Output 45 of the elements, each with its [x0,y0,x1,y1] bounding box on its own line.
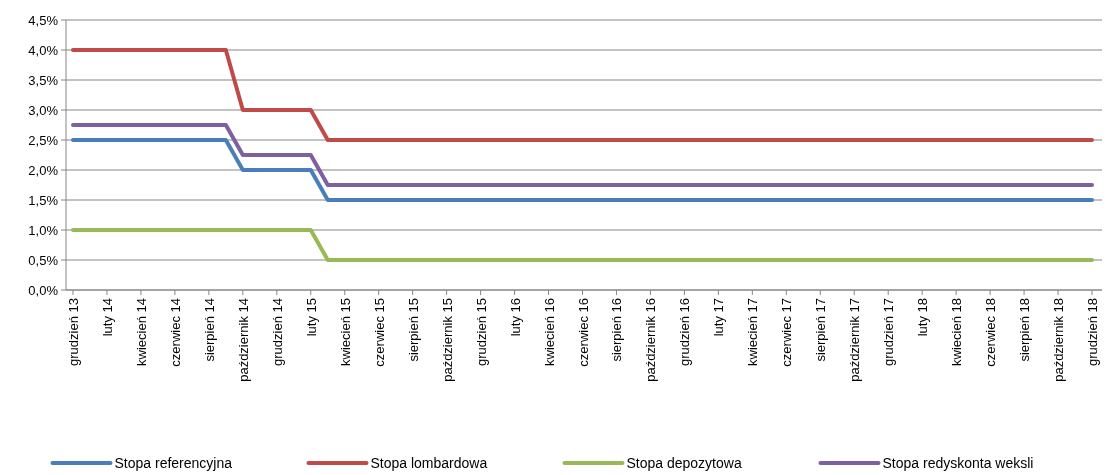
x-tick-label: luty 18 [915,298,931,337]
y-tick-label: 4,5% [28,12,59,28]
x-tick-label: kwiecień 14 [133,298,149,366]
x-tick-label: październik 14 [235,298,251,382]
legend-label: Stopa redyskonta weksli [882,454,1034,471]
x-tick-label: luty 15 [303,298,319,337]
x-tick-label: grudzień 15 [473,298,489,366]
y-tick-label: 1,0% [28,222,59,238]
y-tick-label: 1,5% [28,192,59,208]
x-tick-label: sierpień 14 [201,298,217,362]
x-tick-label: kwiecień 18 [949,298,965,366]
legend-label: Stopa referencyjna [114,454,233,471]
y-tick-label: 0,0% [28,282,59,298]
x-tick-label: grudzień 16 [677,298,693,366]
x-tick-label: sierpień 17 [813,298,829,362]
y-tick-label: 2,0% [28,162,59,178]
x-tick-label: czerwiec 18 [983,298,999,367]
legend-label: Stopa lombardowa [370,454,488,471]
x-tick-label: luty 16 [507,298,523,337]
x-tick-label: czerwiec 17 [779,298,795,367]
x-tick-label: październik 17 [847,298,863,382]
y-tick-label: 4,0% [28,42,59,58]
x-tick-label: luty 14 [99,298,115,337]
x-tick-label: czerwiec 15 [371,298,387,367]
x-tick-label: grudzień 14 [269,298,285,366]
x-tick-label: październik 18 [1051,298,1067,382]
x-tick-label: grudzień 13 [66,298,81,366]
x-tick-label: kwiecień 17 [745,298,761,366]
legend-label: Stopa depozytowa [626,454,742,471]
y-tick-label: 3,0% [28,102,59,118]
x-tick-label: grudzień 18 [1085,298,1100,366]
x-tick-label: październik 15 [439,298,455,382]
y-tick-label: 0,5% [28,252,59,268]
y-tick-label: 3,5% [28,72,59,88]
x-tick-label: kwiecień 16 [541,298,557,366]
x-tick-label: kwiecień 15 [337,298,353,366]
y-tick-label: 2,5% [28,132,59,148]
x-tick-label: grudzień 17 [881,298,897,366]
x-tick-label: październik 16 [643,298,659,382]
x-tick-label: sierpień 15 [405,298,421,362]
x-tick-label: czerwiec 14 [167,298,183,367]
x-tick-label: sierpień 18 [1017,298,1033,362]
x-tick-label: luty 17 [711,298,727,337]
x-tick-label: sierpień 16 [609,298,625,362]
x-tick-label: czerwiec 16 [575,298,591,367]
